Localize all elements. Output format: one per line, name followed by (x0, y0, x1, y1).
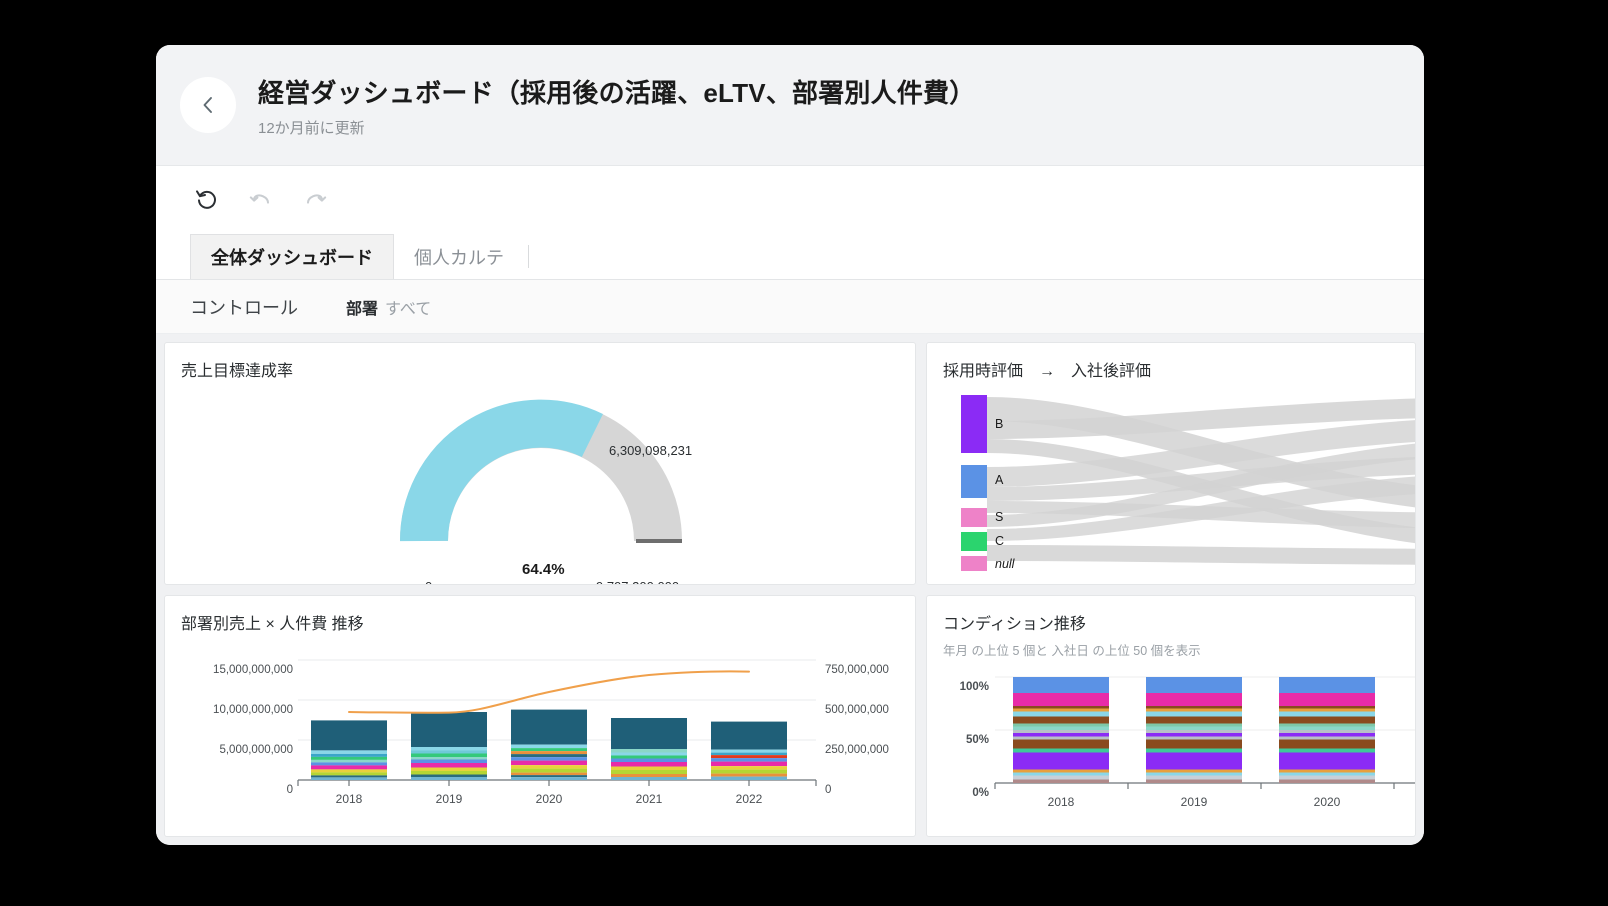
page-title: 経営ダッシュボード（採用後の活躍、eLTV、部署別人件費） (258, 77, 976, 108)
panel-title: 部署別売上 × 人件費 推移 (181, 616, 364, 633)
condition-xlabel-2020: 2020 (1313, 795, 1341, 809)
combo-y2tick-0: 0 (825, 784, 832, 796)
gauge-min-label: 0 (425, 579, 432, 584)
gauge-value-label: 6,309,098,231 (609, 443, 693, 458)
combo-chart: 15,000,000,000 10,000,000,000 5,000,000,… (181, 650, 899, 836)
sankey-label-c: C (995, 534, 1005, 548)
panel-subtitle: 年月 の上位 5 個と 入社日 の上位 50 個を表示 (943, 644, 1201, 658)
condition-xlabel-2019: 2019 (1180, 795, 1208, 809)
gauge-chart: 6,309,098,231 64.4% 0 9,797,200,000 (181, 381, 899, 584)
combo-ytick-1: 5,000,000,000 (219, 744, 293, 756)
editor-toolbar (156, 166, 1424, 234)
undo-button[interactable] (244, 183, 278, 217)
back-button[interactable] (180, 77, 236, 133)
sankey-node-a[interactable] (961, 465, 987, 498)
panel-title: 売上目標達成率 (181, 363, 294, 380)
panel-condition-trend: コンディション推移 年月 の上位 5 個と 入社日 の上位 50 個を表示 (926, 595, 1416, 837)
sankey-node-s[interactable] (961, 508, 987, 527)
sankey-node-b[interactable] (961, 395, 987, 453)
condition-chart: 100% 50% 0% 2018 2019 2020 (943, 669, 1415, 836)
condition-xlabel-2018: 2018 (1047, 795, 1075, 809)
panel-title: 採用時評価 → 入社後評価 (943, 363, 1152, 380)
condition-ytick-0: 0% (972, 787, 989, 799)
tab-label: 個人カルテ (414, 247, 504, 268)
combo-xlabel-2020: 2020 (535, 792, 563, 806)
tab-label: 全体ダッシュボード (211, 248, 373, 268)
sankey-chart: B A S C null (943, 395, 1415, 571)
sankey-label-s: S (995, 510, 1004, 524)
sankey-label-a: A (995, 473, 1004, 487)
redo-button[interactable] (298, 183, 332, 217)
gauge-max-label: 9,797,200,000 (596, 579, 679, 584)
combo-xlabel-2022: 2022 (735, 792, 763, 806)
combo-ytick-2: 10,000,000,000 (213, 704, 293, 716)
combo-y2tick-1: 250,000,000 (825, 744, 889, 756)
redo-icon (307, 194, 327, 204)
combo-bars[interactable] (311, 709, 787, 780)
gauge-svg (399, 399, 682, 543)
sankey-links (987, 397, 1415, 565)
tab-individual-chart[interactable]: 個人カルテ (394, 234, 524, 279)
controls-label: コントロール (190, 297, 298, 318)
app-header: 経営ダッシュボード（採用後の活躍、eLTV、部署別人件費） 12か月前に更新 (156, 45, 1424, 166)
sankey-label-null: null (995, 557, 1015, 571)
filter-name: 部署 (346, 300, 379, 318)
header-text-block: 経営ダッシュボード（採用後の活躍、eLTV、部署別人件費） 12か月前に更新 (258, 73, 975, 138)
dashboard-tabs: 全体ダッシュボード 個人カルテ (156, 234, 1424, 280)
combo-ytick-0: 0 (286, 784, 293, 796)
combo-xlabel-2018: 2018 (335, 792, 363, 806)
panel-sales-target-gauge: 売上目標達成率 6,309,098,231 64.4% 0 9,797,200,… (164, 342, 916, 585)
condition-svg (994, 676, 1415, 789)
revert-button[interactable] (190, 183, 224, 217)
panel-title: コンディション推移 (943, 616, 1086, 633)
sankey-label-b: B (995, 417, 1004, 431)
combo-svg (297, 659, 817, 786)
panel-department-sales-cost: 部署別売上 × 人件費 推移 (164, 595, 916, 837)
sankey-node-null[interactable] (961, 556, 987, 571)
sankey-svg (961, 395, 1415, 571)
tab-overall-dashboard[interactable]: 全体ダッシュボード (190, 234, 394, 279)
combo-xlabel-2021: 2021 (635, 792, 663, 806)
sankey-nodes (961, 395, 987, 571)
dashboard-grid: 売上目標達成率 6,309,098,231 64.4% 0 9,797,200,… (156, 334, 1424, 845)
filter-value: すべて (385, 300, 432, 318)
condition-ytick-50: 50% (965, 734, 989, 746)
condition-bars[interactable] (1013, 677, 1375, 783)
combo-y2tick-3: 750,000,000 (825, 664, 889, 676)
controls-bar: コントロール 部署 すべて (156, 280, 1424, 334)
combo-ytick-3: 15,000,000,000 (213, 664, 293, 676)
revert-icon (196, 190, 216, 209)
dashboard-window: 経営ダッシュボード（採用後の活躍、eLTV、部署別人件費） 12か月前に更新 (156, 45, 1424, 845)
combo-trend-line[interactable] (348, 670, 750, 714)
gauge-percent-label: 64.4% (522, 561, 565, 578)
last-updated-text: 12か月前に更新 (258, 119, 365, 137)
tab-divider (528, 245, 529, 268)
panel-evaluation-sankey: 採用時評価 → 入社後評価 (926, 342, 1416, 585)
chevron-left-icon (203, 97, 212, 113)
condition-ytick-100: 100% (959, 681, 989, 693)
combo-xlabel-2019: 2019 (435, 792, 463, 806)
undo-icon (249, 194, 269, 204)
combo-y2tick-2: 500,000,000 (825, 704, 889, 716)
filter-department[interactable]: 部署 すべて (346, 295, 431, 319)
sankey-node-c[interactable] (961, 532, 987, 551)
